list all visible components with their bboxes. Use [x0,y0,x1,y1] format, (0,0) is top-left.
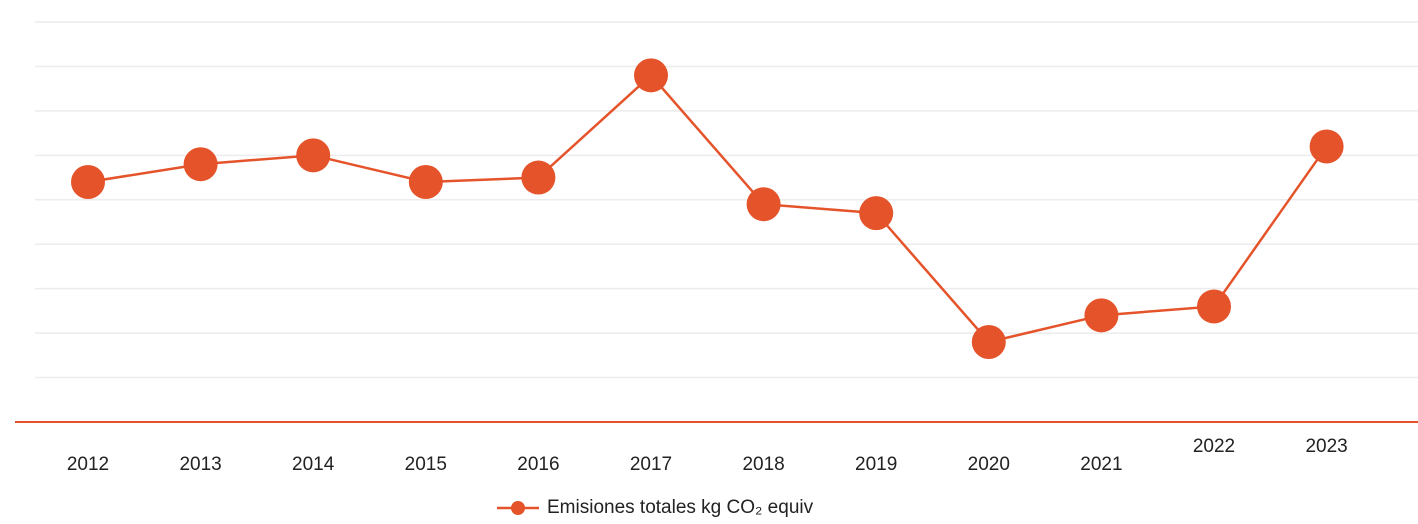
x-tick-label: 2016 [517,454,559,475]
data-point [1197,289,1231,324]
x-tick-label: 2023 [1305,436,1347,457]
data-point [634,58,668,93]
data-point [521,160,556,195]
x-tick-label: 2022 [1193,436,1235,457]
data-point [408,165,443,199]
legend-marker [511,501,525,515]
x-tick-label: 2018 [742,454,784,475]
x-tick-label: 2014 [292,454,335,475]
x-tick-label: 2012 [67,454,109,475]
data-point [71,165,105,199]
grid [35,21,1418,379]
x-tick-label: 2017 [630,454,672,475]
series-line [87,73,1328,344]
x-tick-label: 2015 [405,454,447,475]
data-point [183,147,218,182]
x-tick-label: 2019 [855,454,897,475]
data-point [746,187,781,222]
data-point [971,325,1006,359]
data-point [296,138,331,173]
data-point [859,196,894,231]
legend-label: Emisiones totales kg CO₂ equiv [547,497,814,518]
x-tick-label: 2020 [968,454,1010,475]
data-point [1309,129,1344,164]
x-tick-label: 2013 [179,454,221,475]
data-point [1084,298,1119,333]
x-tick-label: 2021 [1080,454,1122,475]
